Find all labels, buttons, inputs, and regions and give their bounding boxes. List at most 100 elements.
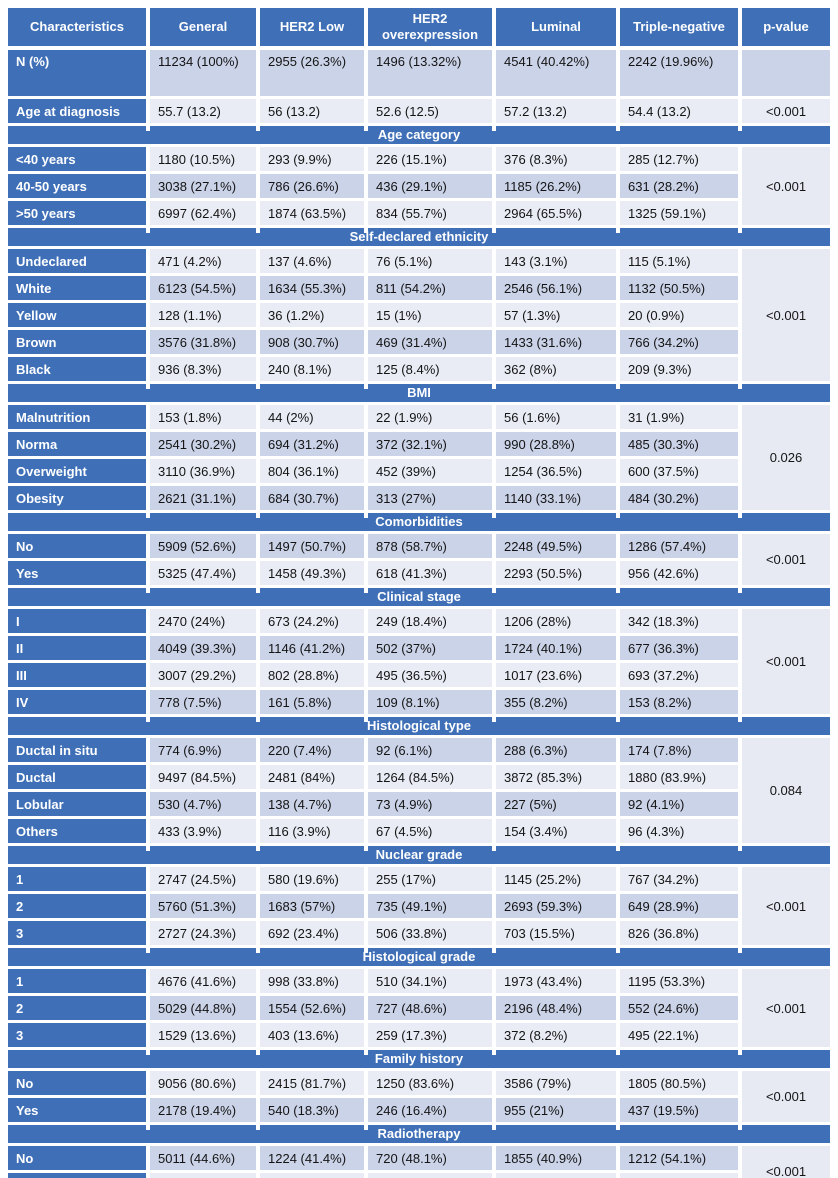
data-cell: 673 (24.2%)	[260, 609, 364, 633]
column-gap-notch	[738, 513, 742, 518]
data-cell: 1805 (80.5%)	[620, 1071, 738, 1095]
column-gap-notch	[256, 1125, 260, 1130]
column-gap-notch	[492, 126, 496, 131]
row-label-40-years: <40 years	[8, 147, 146, 171]
data-cell: 54.4 (13.2)	[620, 99, 738, 123]
data-cell: 6223 (55.4%)	[150, 1173, 256, 1178]
section-header-clinical-stage: Clinical stage	[8, 588, 830, 606]
row-label-lobular: Lobular	[8, 792, 146, 816]
p-value-cell: <0.001	[742, 969, 830, 1047]
data-cell: 1325 (59.1%)	[620, 201, 738, 225]
column-gap-notch	[492, 1050, 496, 1055]
row-label-2: 2	[8, 894, 146, 918]
data-cell: 471 (4.2%)	[150, 249, 256, 273]
section-header-family-history: Family history	[8, 1050, 830, 1068]
data-cell: 2546 (56.1%)	[496, 276, 616, 300]
data-cell: 936 (8.3%)	[150, 357, 256, 381]
data-cell: 1212 (54.1%)	[620, 1146, 738, 1170]
row-label-yes: Yes	[8, 1173, 146, 1178]
data-cell: 128 (1.1%)	[150, 303, 256, 327]
data-cell: 1433 (31.6%)	[496, 330, 616, 354]
data-cell: 285 (12.7%)	[620, 147, 738, 171]
data-cell: 5760 (51.3%)	[150, 894, 256, 918]
data-cell: 767 (34.2%)	[620, 867, 738, 891]
data-cell: 1554 (52.6%)	[260, 996, 364, 1020]
data-cell: 92 (6.1%)	[368, 738, 492, 762]
data-cell: 495 (36.5%)	[368, 663, 492, 687]
column-gap-notch	[616, 948, 620, 953]
data-cell: 2686 (59.1%)	[496, 1173, 616, 1178]
column-gap-notch	[492, 513, 496, 518]
column-header-characteristics: Characteristics	[8, 8, 146, 46]
data-cell: 834 (55.7%)	[368, 201, 492, 225]
data-cell: 1683 (57%)	[260, 894, 364, 918]
data-cell: 540 (18.3%)	[260, 1098, 364, 1122]
section-header-label: Self-declared ethnicity	[349, 229, 489, 244]
row-label-iv: IV	[8, 690, 146, 714]
section-rows: Malnutrition 153 (1.8%) 44 (2%) 22 (1.9%) 56…	[8, 405, 830, 510]
column-gap-notch	[146, 717, 150, 722]
p-value-cell: <0.001	[742, 534, 830, 585]
row-label-n: N (%)	[8, 50, 146, 96]
section-header-comorbidities: Comorbidities	[8, 513, 830, 531]
data-cell: 1180 (10.5%)	[150, 147, 256, 171]
row-label-3: 3	[8, 1023, 146, 1047]
data-cell: 36 (1.2%)	[260, 303, 364, 327]
data-cell: 5029 (44.8%)	[150, 996, 256, 1020]
p-value-cell: <0.001	[742, 249, 830, 381]
data-cell: 485 (30.3%)	[620, 432, 738, 456]
data-cell: 437 (19.5%)	[620, 1098, 738, 1122]
column-gap-notch	[616, 717, 620, 722]
section-header-histological-type: Histological type	[8, 717, 830, 735]
data-cell: 469 (31.4%)	[368, 330, 492, 354]
data-cell: 631 (28.2%)	[620, 174, 738, 198]
data-cell: 1286 (57.4%)	[620, 534, 738, 558]
data-cell: 1458 (49.3%)	[260, 561, 364, 585]
data-cell: 1724 (40.1%)	[496, 636, 616, 660]
data-cell: 693 (37.2%)	[620, 663, 738, 687]
row-label-overweight: Overweight	[8, 459, 146, 483]
column-gap-notch	[364, 126, 368, 131]
column-gap-notch	[146, 126, 150, 131]
data-cell: 2481 (84%)	[260, 765, 364, 789]
row-label-1: 1	[8, 969, 146, 993]
data-cell: 57.2 (13.2)	[496, 99, 616, 123]
data-cell: 31 (1.9%)	[620, 405, 738, 429]
data-cell: 92 (4.1%)	[620, 792, 738, 816]
data-cell: 506 (33.8%)	[368, 921, 492, 945]
row-label-undeclared: Undeclared	[8, 249, 146, 273]
column-gap-notch	[146, 228, 150, 233]
data-cell: 649 (28.9%)	[620, 894, 738, 918]
row-label-norma: Norma	[8, 432, 146, 456]
data-cell: 804 (36.1%)	[260, 459, 364, 483]
data-cell: 9497 (84.5%)	[150, 765, 256, 789]
column-header-her2-low: HER2 Low	[260, 8, 364, 46]
section-header-label: Histological grade	[362, 949, 476, 964]
data-cell: 908 (30.7%)	[260, 330, 364, 354]
column-gap-notch	[738, 1125, 742, 1130]
data-cell: 677 (36.3%)	[620, 636, 738, 660]
data-cell: 57 (1.3%)	[496, 303, 616, 327]
column-gap-notch	[616, 588, 620, 593]
data-cell: 1030 (45.9%)	[620, 1173, 738, 1178]
column-gap-notch	[616, 846, 620, 851]
row-label-iii: III	[8, 663, 146, 687]
section-header-histological-grade: Histological grade	[8, 948, 830, 966]
data-cell: 1145 (25.2%)	[496, 867, 616, 891]
section-header-label: Nuclear grade	[375, 847, 463, 862]
data-cell: 2293 (50.5%)	[496, 561, 616, 585]
column-gap-notch	[616, 513, 620, 518]
column-header-general: General	[150, 8, 256, 46]
data-cell: 143 (3.1%)	[496, 249, 616, 273]
section-rows: <40 years 1180 (10.5%) 293 (9.9%) 226 (15.1…	[8, 147, 830, 225]
data-cell: 811 (54.2%)	[368, 276, 492, 300]
column-gap-notch	[256, 948, 260, 953]
data-cell: 1206 (28%)	[496, 609, 616, 633]
section-rows: Ductal in situ 774 (6.9%) 220 (7.4%) 92 (6.…	[8, 738, 830, 843]
row-label-i: I	[8, 609, 146, 633]
column-gap-notch	[492, 384, 496, 389]
section-rows: No 9056 (80.6%) 2415 (81.7%) 1250 (83.6%) 35…	[8, 1071, 830, 1122]
row-label-others: Others	[8, 819, 146, 843]
data-cell: 774 (6.9%)	[150, 738, 256, 762]
data-cell: 259 (17.3%)	[368, 1023, 492, 1047]
